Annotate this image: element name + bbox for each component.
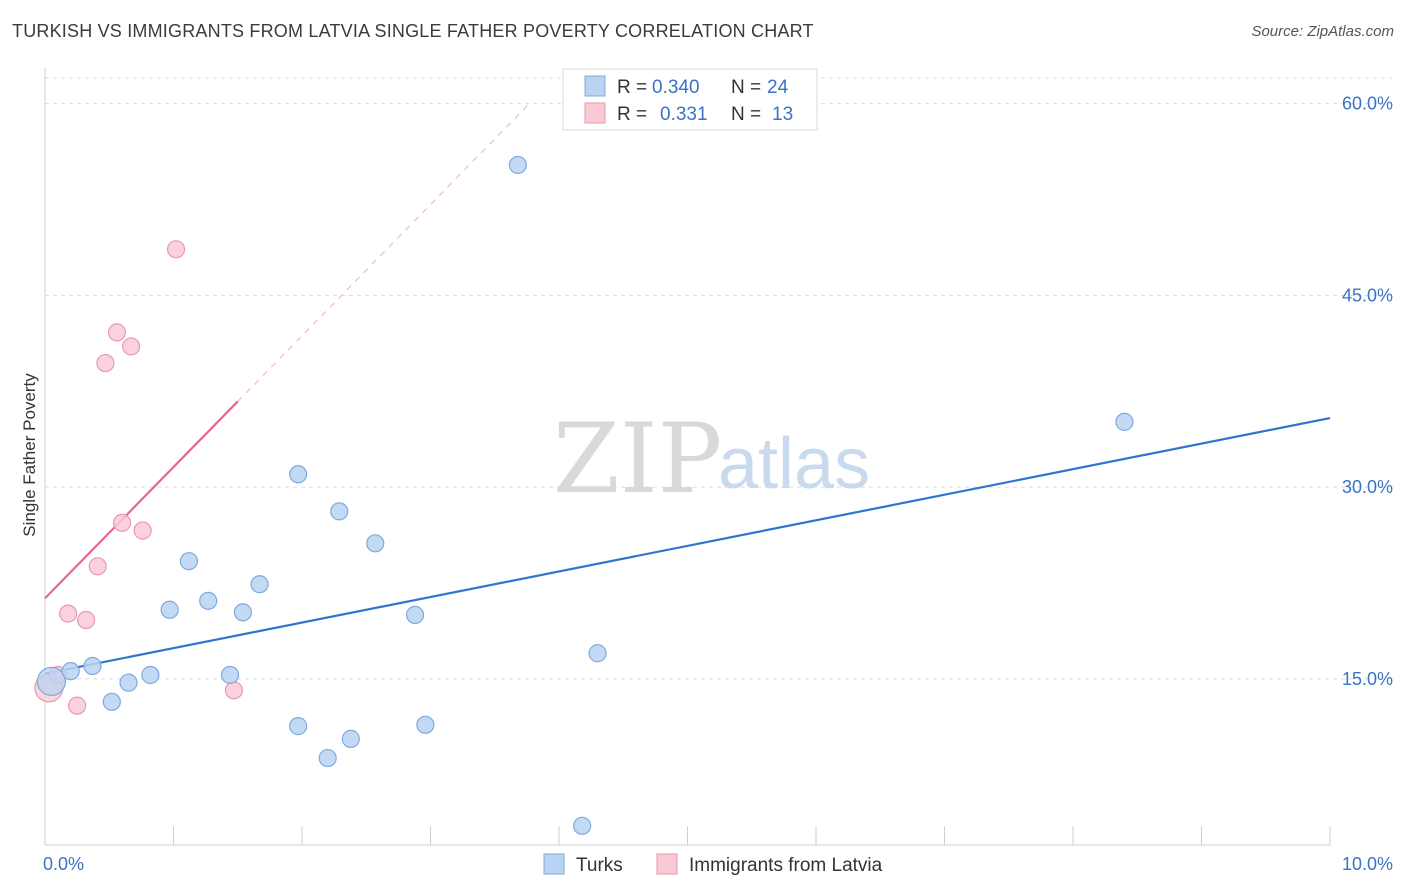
y-tick-labels: 15.0% 30.0% 45.0% 60.0% [1342, 94, 1393, 689]
data-point-0-9 [220, 665, 240, 685]
trend-line-1 [44, 400, 239, 600]
watermark-zip: ZIP [553, 403, 722, 515]
data-point-0-21 [573, 816, 592, 835]
data-point-1-12 [224, 681, 243, 700]
trend-line-0 [44, 416, 1331, 675]
legend-r-value-latvia: 0.331 [660, 104, 708, 125]
series-legend: Turks Immigrants from Latvia [543, 853, 883, 876]
stats-legend: R = 0.340 N = 24 R = 0.331 N = 13 [562, 68, 818, 131]
legend-r-value-turks: 0.340 [652, 77, 700, 98]
data-point-0-4 [119, 673, 138, 692]
data-point-0-20 [508, 155, 527, 175]
data-point-0-3 [102, 692, 121, 711]
data-point-0-18 [405, 605, 425, 625]
data-point-0-16 [341, 729, 360, 748]
data-points [34, 155, 1134, 835]
data-point-0-5 [141, 665, 160, 685]
legend-r-label-latvia: R = [617, 104, 647, 125]
series-legend-label-turks: Turks [576, 855, 623, 876]
data-point-0-12 [289, 465, 308, 484]
legend-n-value-turks: 24 [767, 77, 789, 98]
series-legend-swatch-turks [543, 853, 565, 875]
data-point-0-13 [289, 717, 308, 736]
watermark: ZIP atlas [553, 403, 870, 515]
legend-swatch-turks [584, 75, 606, 97]
data-point-0-6 [160, 600, 179, 619]
legend-n-label-latvia: N = [731, 104, 761, 125]
data-point-1-8 [112, 513, 132, 532]
y-tick-label-3: 60.0% [1342, 94, 1393, 114]
data-point-0-22 [588, 644, 607, 663]
series-legend-swatch-latvia [656, 853, 678, 875]
watermark-atlas: atlas [718, 424, 870, 504]
data-point-0-19 [416, 715, 435, 734]
data-point-1-6 [96, 353, 115, 373]
source-credit: Source: ZipAtlas.com [1251, 23, 1394, 40]
data-point-0-11 [250, 575, 269, 594]
gridlines [45, 77, 1392, 680]
trend-line-extension-1 [237, 103, 530, 402]
data-point-0-7 [179, 552, 199, 571]
data-point-1-9 [121, 337, 141, 356]
data-point-1-11 [166, 240, 186, 259]
y-axis-title: Single Father Poverty [20, 373, 39, 537]
data-point-0-23 [1115, 412, 1134, 431]
axes [44, 68, 1331, 846]
x-tick-label-1: 10.0% [1342, 854, 1393, 874]
legend-r-label-turks: R = [617, 77, 647, 98]
y-tick-label-0: 15.0% [1342, 669, 1393, 689]
y-tick-label-2: 45.0% [1342, 285, 1393, 305]
data-point-0-1 [61, 662, 80, 681]
data-point-0-8 [199, 591, 218, 610]
data-point-0-14 [318, 748, 337, 768]
data-point-0-15 [330, 502, 349, 521]
x-tick-label-0: 0.0% [43, 854, 84, 874]
data-point-0-2 [83, 656, 102, 676]
data-point-0-0 [36, 666, 67, 696]
y-tick-label-1: 30.0% [1342, 477, 1393, 497]
series-legend-label-latvia: Immigrants from Latvia [689, 855, 883, 876]
data-point-0-17 [366, 534, 385, 553]
data-point-1-2 [59, 604, 78, 623]
chart-title: TURKISH VS IMMIGRANTS FROM LATVIA SINGLE… [12, 21, 814, 41]
data-point-0-10 [233, 603, 252, 622]
legend-n-value-latvia: 13 [772, 104, 793, 125]
data-point-1-4 [77, 610, 96, 630]
legend-n-label-turks: N = [731, 77, 761, 98]
data-point-1-3 [68, 696, 87, 715]
data-point-1-5 [88, 557, 107, 576]
legend-swatch-latvia [584, 102, 606, 124]
trend-lines [44, 103, 1331, 675]
data-point-1-7 [107, 323, 127, 342]
x-tick-labels: 0.0% 10.0% [43, 854, 1393, 874]
data-point-1-10 [133, 521, 152, 540]
